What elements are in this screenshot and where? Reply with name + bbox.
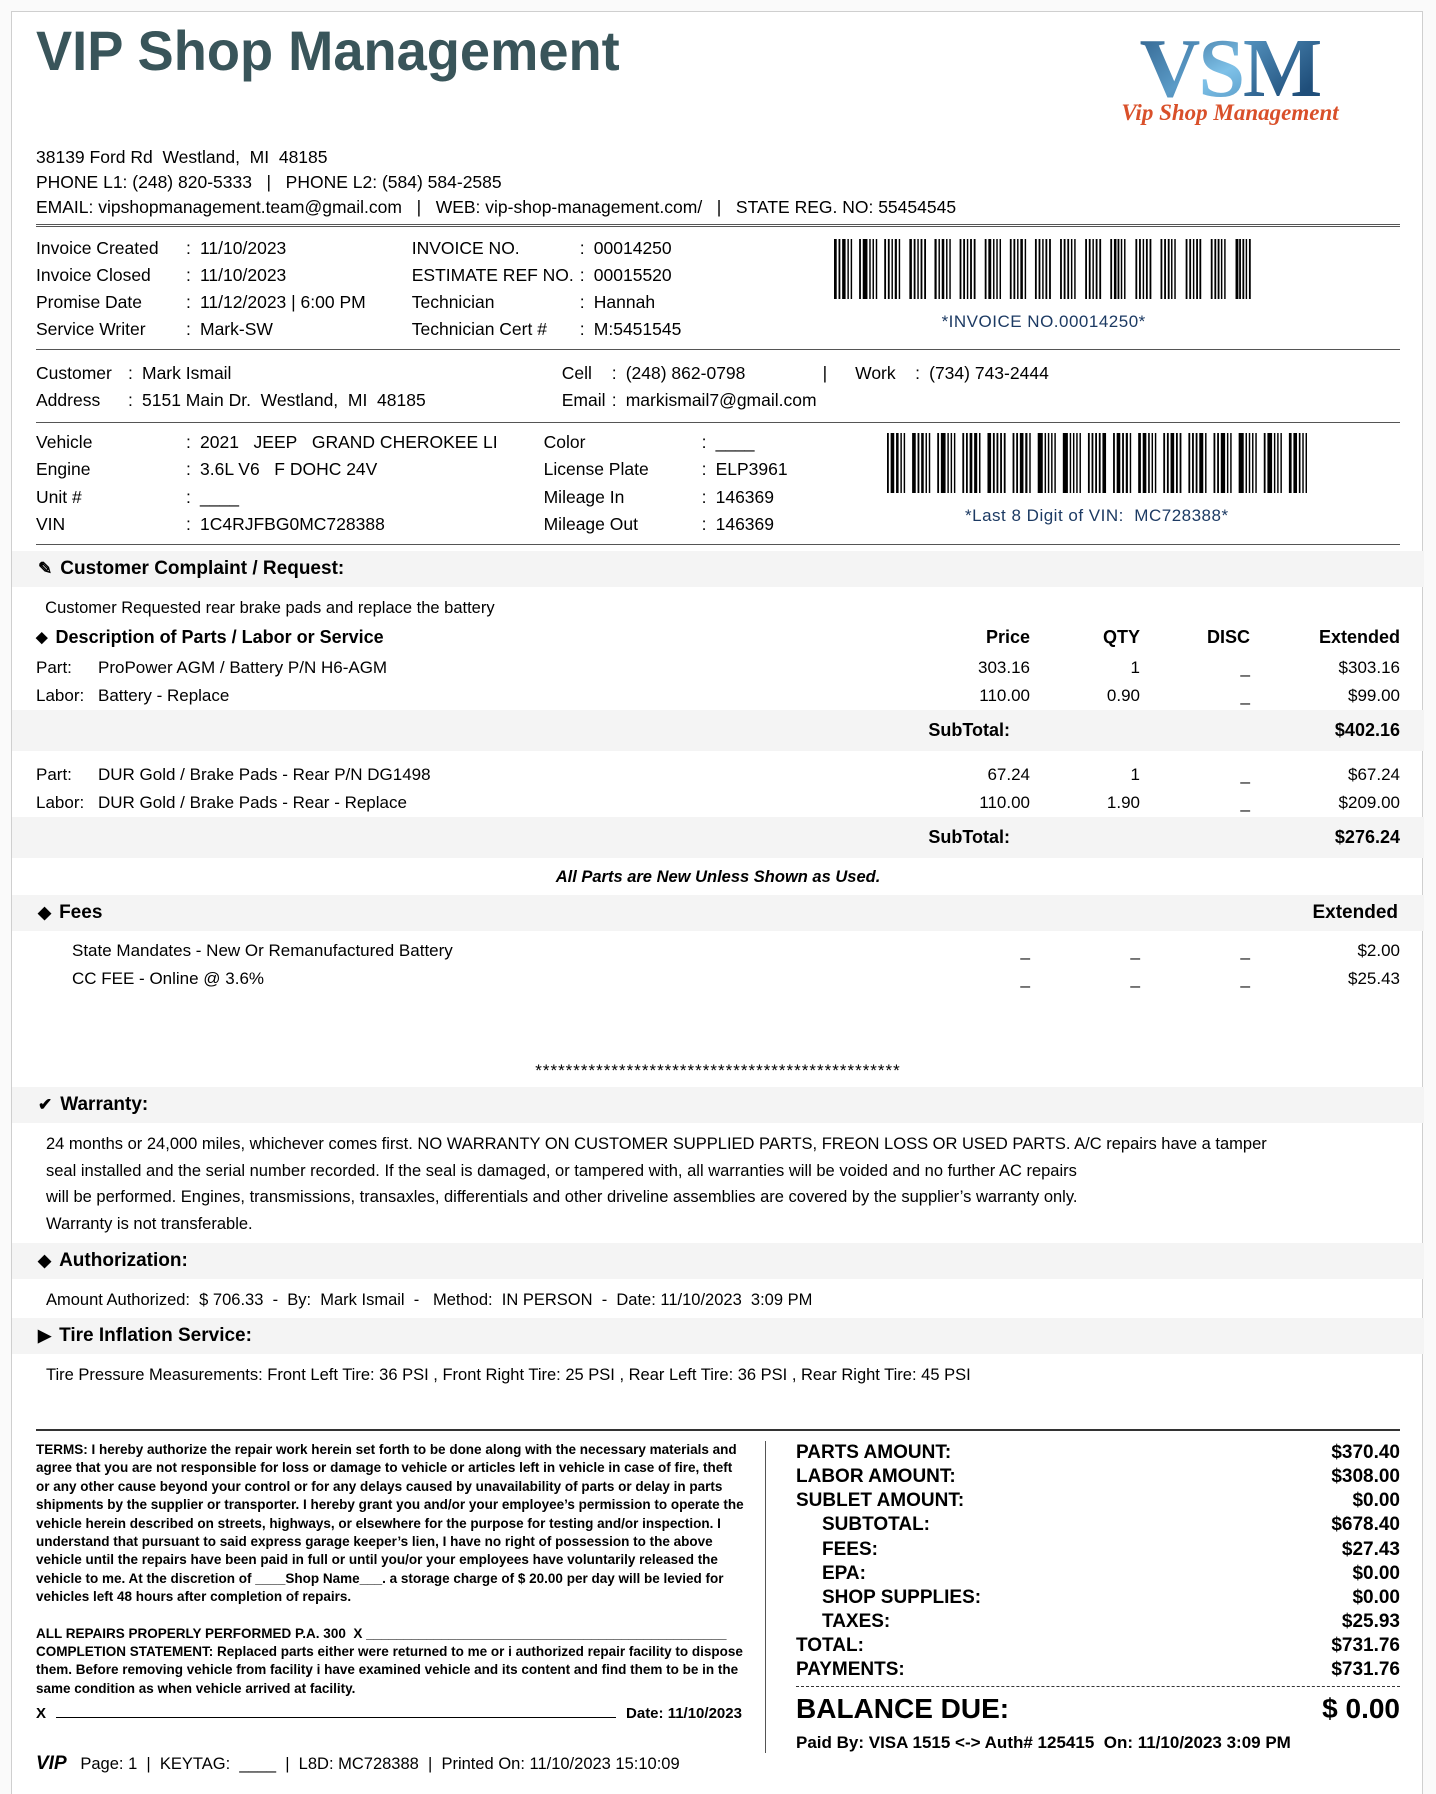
svg-text:Vip Shop Management: Vip Shop Management — [1121, 100, 1339, 125]
